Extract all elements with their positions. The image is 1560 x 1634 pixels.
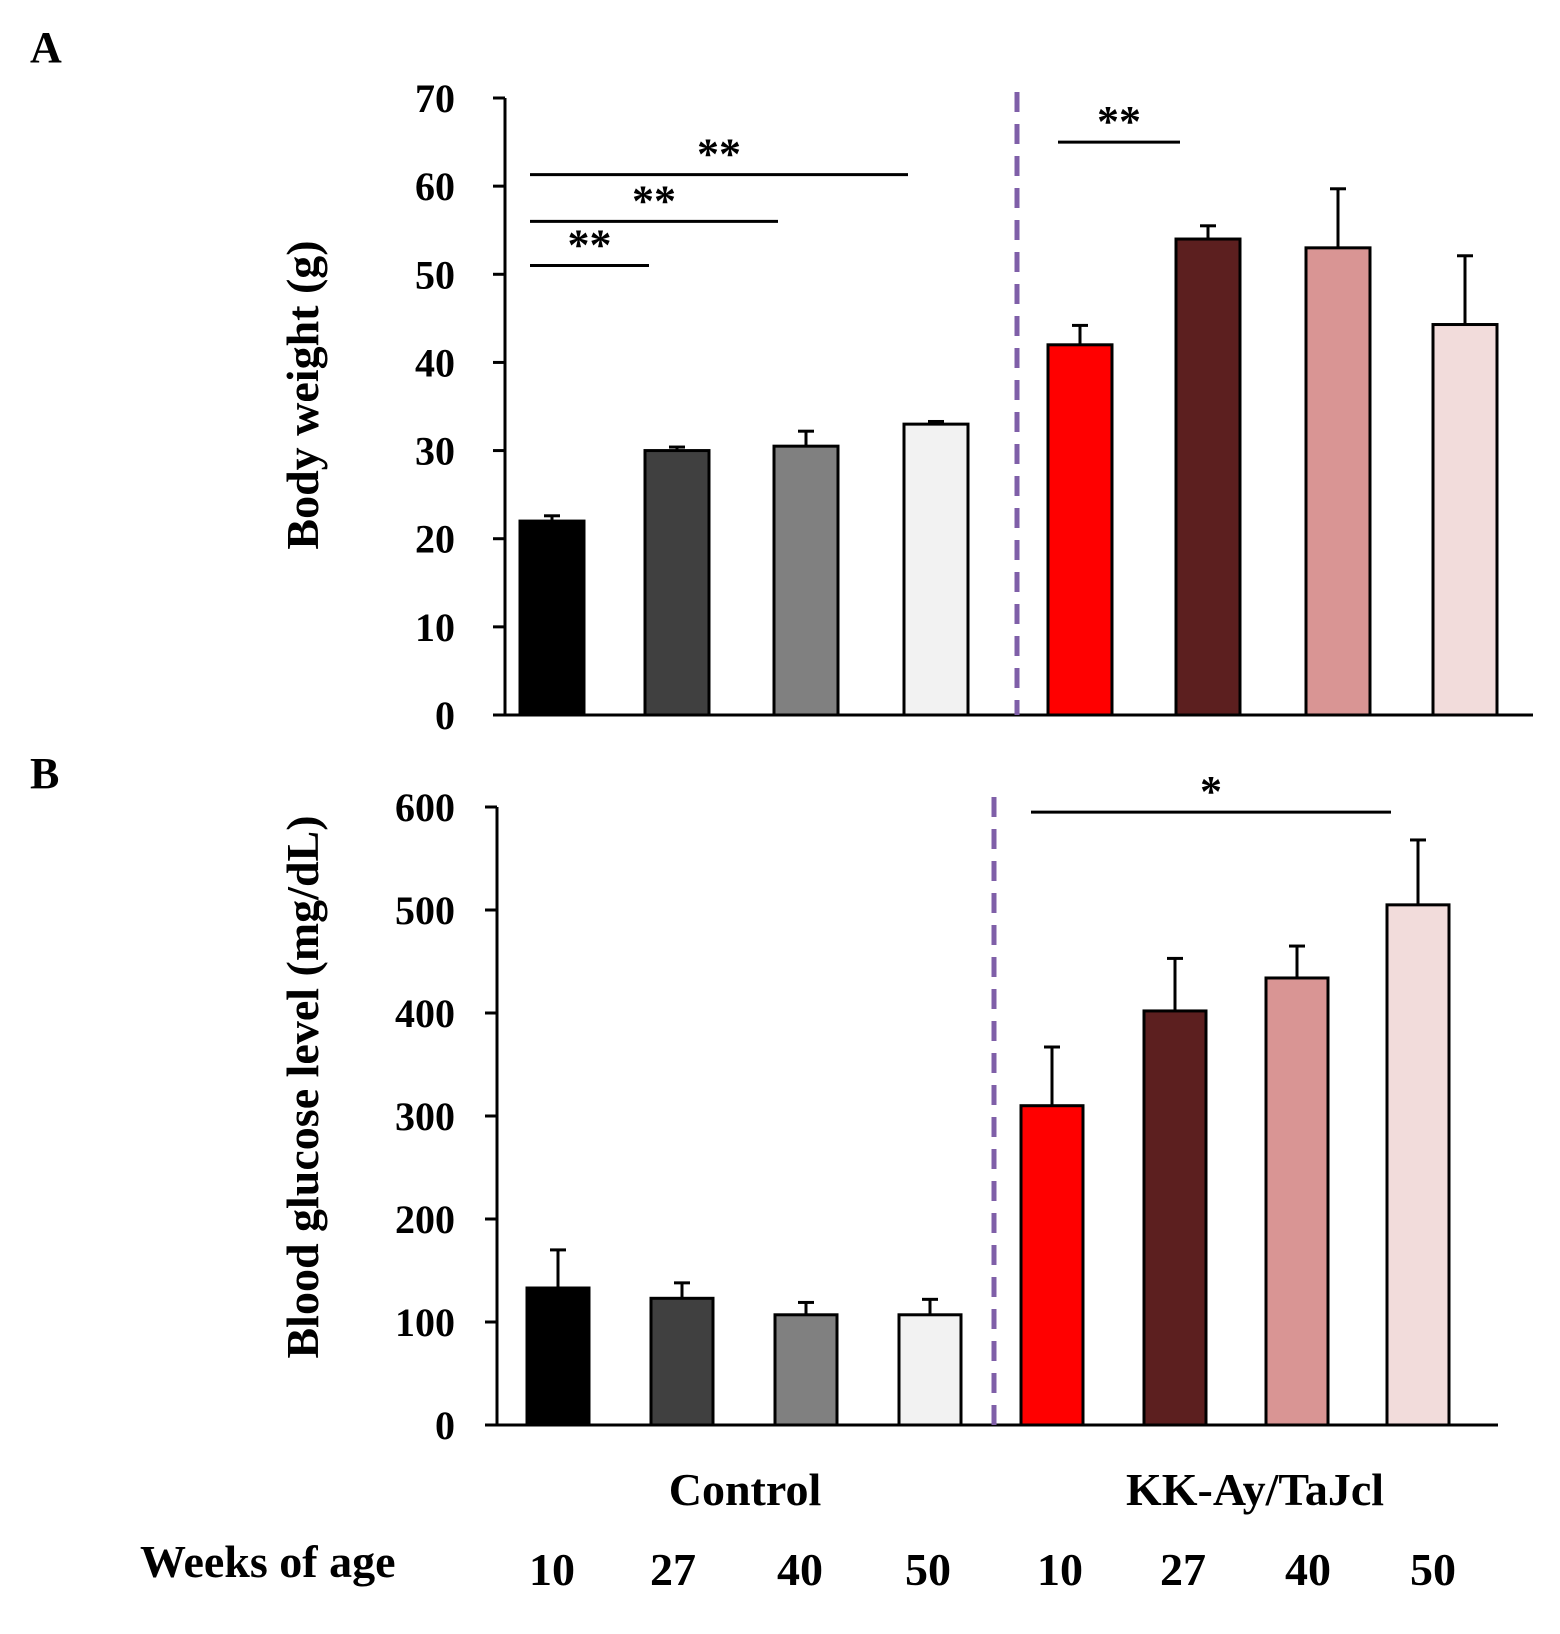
control-week-label-50: 50: [905, 1544, 951, 1595]
panel-b-bar-kk-ay-week-40: [1264, 976, 1330, 1427]
panel-b-y-axis-label: Blood glucose level (mg/dL): [277, 815, 328, 1358]
panel-b-bar-control-week-50: [897, 1313, 963, 1427]
panel-a-y-tick-label: 30: [415, 429, 455, 474]
panel-a-significance-marker: **: [1097, 97, 1141, 146]
panel-b-y-tick-label: 600: [395, 785, 455, 830]
panel-a-y-tick-label: 10: [415, 605, 455, 650]
panel-b-significance-marker: *: [1200, 767, 1222, 816]
panel-b-bar-control-week-10: [525, 1286, 591, 1427]
panel-a-y-tick-label: 60: [415, 164, 455, 209]
panel-a-y-tick-label: 40: [415, 340, 455, 385]
panel-a-bar-kk-ay-week-40: [1304, 246, 1372, 717]
kk-ay-week-label-40: 40: [1285, 1544, 1331, 1595]
panel-b-y-tick-label: 100: [395, 1300, 455, 1345]
panel-a-significance-marker: **: [632, 176, 676, 225]
control-group-label: Control: [669, 1464, 822, 1515]
panel-a-bar-control-week-10: [518, 519, 586, 717]
panel-b-bar-kk-ay-week-50: [1385, 903, 1451, 1427]
panel-a-bar-kk-ay-week-50: [1431, 323, 1499, 717]
panel-a-bar-control-week-27: [643, 449, 711, 717]
x-axis-group-labels: Control KK-Ay/TaJcl Weeks of age 10 27 40 5…: [140, 1464, 1456, 1595]
panel-b-bar-control-week-40: [773, 1313, 839, 1427]
panel-a-bar-kk-ay-week-27: [1174, 237, 1242, 717]
weeks-of-age-label: Weeks of age: [140, 1536, 396, 1587]
panel-b-label: B: [30, 749, 59, 798]
panel-a-y-axis-label: Body weight (g): [277, 240, 328, 549]
panel-b-y-tick-label: 500: [395, 888, 455, 933]
control-week-label-10: 10: [529, 1544, 575, 1595]
panel-b-y-tick-label: 400: [395, 991, 455, 1036]
panel-a-y-tick-label: 0: [435, 693, 455, 738]
panel-a-bar-control-week-40: [772, 444, 840, 717]
panel-a-y-tick-label: 20: [415, 517, 455, 562]
panel-b-y-tick-label: 300: [395, 1094, 455, 1139]
panel-a-significance-marker: **: [568, 220, 612, 269]
panel-b-bar-kk-ay-week-10: [1019, 1104, 1085, 1427]
panel-a-label: A: [30, 23, 62, 72]
panel-a-y-tick-label: 50: [415, 252, 455, 297]
panel-a-bar-control-week-50: [902, 422, 970, 717]
panel-a-significance-marker: **: [697, 130, 741, 179]
panel-b-y-tick-label: 0: [435, 1403, 455, 1448]
kk-ay-week-label-10: 10: [1037, 1544, 1083, 1595]
panel-b-blood-glucose-chart: B Blood glucose level (mg/dL) 0 100 200 300…: [30, 749, 1498, 1448]
panel-b-bar-control-week-27: [649, 1296, 715, 1427]
control-week-label-27: 27: [650, 1544, 696, 1595]
panel-a-body-weight-chart: A Body weight (g) 0 10 20 30 40 50 60 70 ** ** **…: [30, 23, 1533, 738]
control-week-label-40: 40: [777, 1544, 823, 1595]
kk-ay-week-label-50: 50: [1410, 1544, 1456, 1595]
kk-ay-week-label-27: 27: [1160, 1544, 1206, 1595]
panel-a-bar-kk-ay-week-10: [1046, 343, 1114, 717]
panel-b-bar-kk-ay-week-27: [1142, 1009, 1208, 1427]
kk-ay-group-label: KK-Ay/TaJcl: [1126, 1464, 1384, 1515]
panel-b-y-tick-label: 200: [395, 1197, 455, 1242]
panel-a-y-tick-label: 70: [415, 76, 455, 121]
